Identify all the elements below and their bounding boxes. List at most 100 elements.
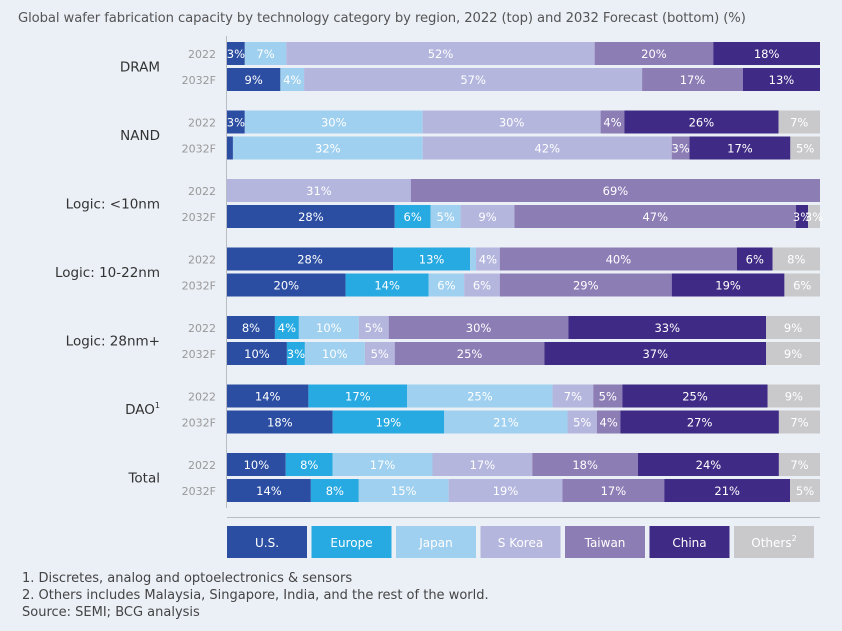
segment-label: 20% <box>274 279 300 293</box>
segment-label: 5% <box>371 347 389 361</box>
segment-label: 9% <box>245 73 263 87</box>
bar-segment <box>552 384 594 408</box>
year-label: 2022 <box>188 185 216 198</box>
segment-label: 14% <box>256 484 282 498</box>
segment-label: 32% <box>315 142 341 156</box>
segment-label: 7% <box>564 390 582 404</box>
bar-segment <box>464 273 500 297</box>
year-label: 2022 <box>188 391 216 404</box>
bar-segment <box>227 205 395 228</box>
year-label: 2032F <box>182 348 216 361</box>
segment-label: 17% <box>680 73 706 87</box>
legend-label: S Korea <box>498 536 543 550</box>
bar-segment <box>514 205 797 228</box>
bar-segment <box>808 205 820 228</box>
bar-segment <box>364 342 395 365</box>
bar-segment <box>567 410 597 434</box>
segment-label: 19% <box>376 416 402 430</box>
bar-segment <box>499 247 737 271</box>
category-label: DRAM <box>120 60 160 76</box>
bar-segment <box>796 205 809 228</box>
bar-segment <box>232 136 423 160</box>
bar-segment <box>544 342 767 365</box>
segment-label: 40% <box>606 253 632 267</box>
bar-segment <box>345 273 429 297</box>
bar-segment <box>227 384 309 408</box>
segment-label: 69% <box>603 184 629 198</box>
bar-segment <box>470 247 477 271</box>
footnote-1: 1. Discretes, analog and optoelectronics… <box>22 571 353 586</box>
bar-segment <box>766 316 820 339</box>
bar-segment <box>394 342 545 365</box>
bar-segment <box>736 247 773 271</box>
segment-label: 18% <box>267 416 293 430</box>
segment-label: 4% <box>600 416 618 430</box>
segment-label: 4% <box>603 116 621 130</box>
segment-label: 6% <box>437 279 455 293</box>
bar-segment <box>286 42 595 65</box>
category-label: Total <box>127 471 160 487</box>
segment-label: 9% <box>784 321 802 335</box>
segment-label: 42% <box>534 142 560 156</box>
segment-label: 17% <box>345 390 371 404</box>
segment-label: 10% <box>322 347 348 361</box>
legend-swatch <box>311 526 392 558</box>
bar-segment <box>227 453 286 476</box>
segment-label: 28% <box>297 253 323 267</box>
bar-segment <box>444 410 568 434</box>
year-label: 2022 <box>188 322 216 335</box>
segment-label: 26% <box>689 116 715 130</box>
segment-label: 19% <box>493 484 519 498</box>
bar-segment <box>600 110 625 134</box>
segment-label: 15% <box>391 484 417 498</box>
chart-title: Global wafer fabrication capacity by tec… <box>18 11 746 26</box>
bar-segment <box>790 479 820 502</box>
bar-segment <box>671 136 690 160</box>
bar-segment <box>432 453 533 476</box>
bar-segment <box>358 316 389 339</box>
legend-swatch <box>734 526 814 558</box>
segment-label: 3% <box>805 210 823 224</box>
year-label: 2022 <box>188 48 216 61</box>
legend-swatch <box>649 526 730 558</box>
segment-label: 25% <box>467 390 493 404</box>
segment-label: 25% <box>682 390 708 404</box>
category-label: Logic: 28nm+ <box>66 334 160 350</box>
bar-segment <box>227 179 411 202</box>
bar-segment <box>430 205 461 228</box>
legend-label: China <box>672 536 706 550</box>
segment-label: 30% <box>321 116 347 130</box>
segment-label: 6% <box>473 279 491 293</box>
segment-label: 7% <box>256 47 274 61</box>
segment-label: 18% <box>754 47 780 61</box>
segment-label: 9% <box>785 390 803 404</box>
year-label: 2022 <box>188 254 216 267</box>
bar-segment <box>304 68 643 91</box>
segment-label: 47% <box>642 210 668 224</box>
segment-label: 9% <box>478 210 496 224</box>
segment-label: 8% <box>300 458 318 472</box>
bar-segment <box>562 479 665 502</box>
segment-label: 21% <box>714 484 740 498</box>
segment-label: 8% <box>787 253 805 267</box>
bar-segment <box>410 179 820 202</box>
bar-segment <box>298 316 359 339</box>
segment-label: 7% <box>790 116 808 130</box>
bar-segment <box>428 273 465 297</box>
legend-label: Europe <box>330 536 372 550</box>
segment-label: 57% <box>460 73 486 87</box>
legend-swatch <box>480 526 561 558</box>
segment-label: 25% <box>457 347 483 361</box>
bar-segment <box>388 316 569 339</box>
legend-label: Japan <box>418 536 452 550</box>
bar-segment <box>671 273 785 297</box>
segment-label: 13% <box>769 73 795 87</box>
segment-label: 4% <box>278 321 296 335</box>
bar-segment <box>227 68 281 91</box>
bar-segment <box>227 247 394 271</box>
bar-segment <box>244 110 423 134</box>
segment-label: 7% <box>790 416 808 430</box>
bar-segment <box>790 136 820 160</box>
segment-label: 29% <box>573 279 599 293</box>
segment-label: 5% <box>365 321 383 335</box>
